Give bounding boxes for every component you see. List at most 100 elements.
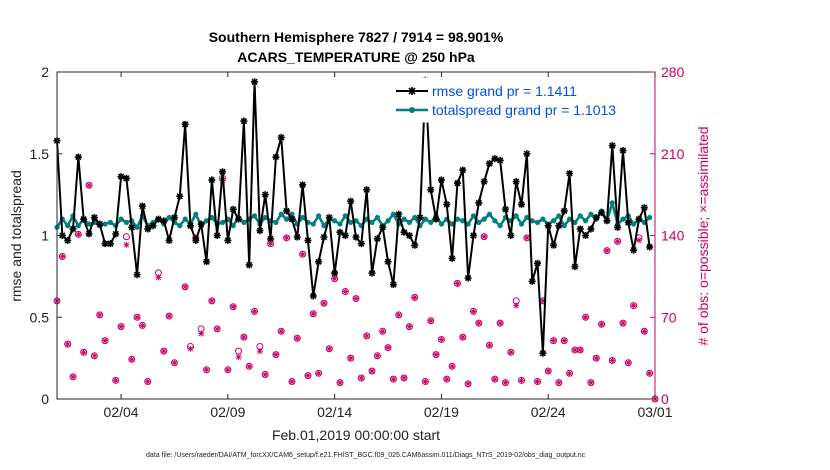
obs-assimilated-point xyxy=(449,363,456,370)
totalspread-point xyxy=(481,216,487,222)
obs-assimilated-point xyxy=(454,280,461,287)
obs-assimilated-point xyxy=(363,332,370,339)
rmse-point xyxy=(555,222,563,230)
totalspread-point xyxy=(262,214,268,221)
totalspread-point xyxy=(577,213,583,219)
rmse-point xyxy=(640,204,648,212)
obs-assimilated-point xyxy=(134,314,141,321)
obs-assimilated-point xyxy=(358,374,365,381)
totalspread-point xyxy=(310,221,316,227)
totalspread-point xyxy=(438,221,445,227)
obs-assimilated-point xyxy=(171,359,178,366)
legend-spread-marker xyxy=(409,107,415,113)
rmse-point xyxy=(315,258,323,266)
y-axis-left-label: rmse and totalspread xyxy=(8,170,24,302)
obs-assimilated-point xyxy=(102,337,109,344)
legend-rmse-label: rmse grand pr = 1.1411 xyxy=(432,83,577,99)
obs-assimilated-point xyxy=(70,373,77,380)
rmse-point xyxy=(459,166,467,174)
rmse-point xyxy=(502,205,509,213)
rmse-point xyxy=(304,236,312,244)
rmse-point xyxy=(112,230,120,238)
totalspread-point xyxy=(486,211,493,217)
obs-assimilated-point xyxy=(315,370,322,377)
obs-assimilated-point xyxy=(235,353,242,360)
totalspread-point xyxy=(513,213,519,219)
rmse-point xyxy=(117,173,125,181)
rmse-point xyxy=(122,174,130,182)
totalspread-point xyxy=(75,223,81,229)
rmse-point xyxy=(90,214,98,222)
obs-assimilated-point xyxy=(203,366,210,373)
totalspread-point xyxy=(166,214,172,221)
rmse-point xyxy=(213,232,221,239)
rmse-point xyxy=(373,235,381,243)
totalspread-point xyxy=(369,219,375,226)
rmse-point xyxy=(464,274,472,282)
rmse-point xyxy=(224,236,232,244)
totalspread-point xyxy=(412,214,418,221)
obs-assimilated-point xyxy=(379,328,386,335)
obs-assimilated-point xyxy=(288,378,295,385)
obs-assimilated-point xyxy=(182,283,189,290)
rmse-point xyxy=(448,254,456,262)
obs-assimilated-point xyxy=(587,379,594,386)
rmse-point xyxy=(283,207,291,215)
totalspread-point xyxy=(540,216,546,222)
obs-assimilated-point xyxy=(523,234,530,241)
obs-assimilated-point xyxy=(336,379,343,386)
totalspread-point xyxy=(550,218,557,224)
rmse-point xyxy=(624,218,632,226)
rmse-point xyxy=(379,223,387,231)
rmse-point xyxy=(165,236,173,244)
rmse-point xyxy=(469,232,477,239)
rmse-point xyxy=(416,214,424,222)
obs-assimilated-point xyxy=(550,337,557,344)
y-right-tick-label: 210 xyxy=(661,146,685,162)
rmse-point xyxy=(491,155,499,163)
totalspread-point xyxy=(342,213,348,219)
x-tick-label: 02/14 xyxy=(317,404,352,420)
rmse-point xyxy=(341,232,349,239)
totalspread-point xyxy=(454,216,461,222)
rmse-point xyxy=(74,153,82,161)
legend: rmse grand pr = 1.1411 totalspread grand… xyxy=(388,77,648,123)
rmse-point xyxy=(587,225,595,233)
totalspread-point xyxy=(465,221,471,227)
obs-assimilated-point xyxy=(246,363,253,370)
rmse-point xyxy=(523,150,531,158)
x-tick-label: 02/04 xyxy=(104,404,139,420)
rmse-point xyxy=(133,271,141,279)
totalspread-point xyxy=(406,219,412,226)
obs-assimilated-point xyxy=(406,323,413,330)
rmse-point xyxy=(288,215,296,223)
rmse-point xyxy=(518,200,526,208)
obs-assimilated-point xyxy=(507,349,514,356)
totalspread-point xyxy=(241,219,247,226)
left-axis: 0 0.5 1 1.5 2 xyxy=(30,64,62,407)
rmse-point xyxy=(528,277,536,285)
rmse-point xyxy=(630,246,638,254)
obs-assimilated-point xyxy=(614,238,621,245)
legend-box xyxy=(388,77,648,123)
totalspread-point xyxy=(492,218,498,224)
totalspread-point xyxy=(631,221,637,227)
obs-assimilated-point xyxy=(123,241,130,248)
obs-assimilated-point xyxy=(635,237,642,244)
rmse-point xyxy=(347,197,355,205)
obs-assimilated-point xyxy=(64,341,71,348)
obs-assimilated-point xyxy=(385,344,392,351)
obs-assimilated-point xyxy=(59,253,66,260)
rmse-point xyxy=(106,240,114,248)
rmse-point xyxy=(427,186,435,194)
rmse-point xyxy=(309,292,317,300)
totalspread-point xyxy=(497,223,503,229)
rmse-point xyxy=(336,228,344,236)
x-tick-label: 02/19 xyxy=(424,404,459,420)
x-axis-label: Feb.01,2019 00:00:00 start xyxy=(272,427,440,443)
obs-assimilated-point xyxy=(534,378,541,385)
obs-assimilated-point xyxy=(571,346,578,353)
obs-assimilated-point xyxy=(630,302,637,309)
obs-assimilated-point xyxy=(625,359,632,366)
rmse-point xyxy=(496,156,504,164)
